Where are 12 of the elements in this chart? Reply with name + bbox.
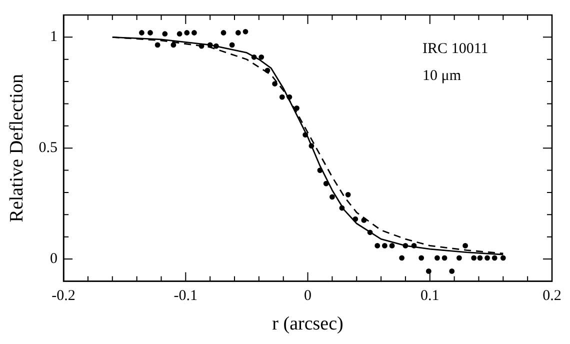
y-tick-label: 1 xyxy=(50,29,58,46)
y-tick-label: 0 xyxy=(50,250,58,267)
annotation: 10 μm xyxy=(422,68,462,84)
y-tick-label: 0.5 xyxy=(38,140,58,156)
x-tick-label: -0.2 xyxy=(52,288,76,304)
y-axis-title: Relative Deflection xyxy=(6,73,28,222)
annotation: IRC 10011 xyxy=(422,41,488,57)
x-tick-label: 0 xyxy=(304,288,312,304)
x-tick-label: 0.2 xyxy=(542,288,562,304)
x-axis-title: r (arcsec) xyxy=(272,314,344,335)
x-tick-label: 0.1 xyxy=(420,288,440,304)
x-tick-label: -0.1 xyxy=(174,288,198,304)
